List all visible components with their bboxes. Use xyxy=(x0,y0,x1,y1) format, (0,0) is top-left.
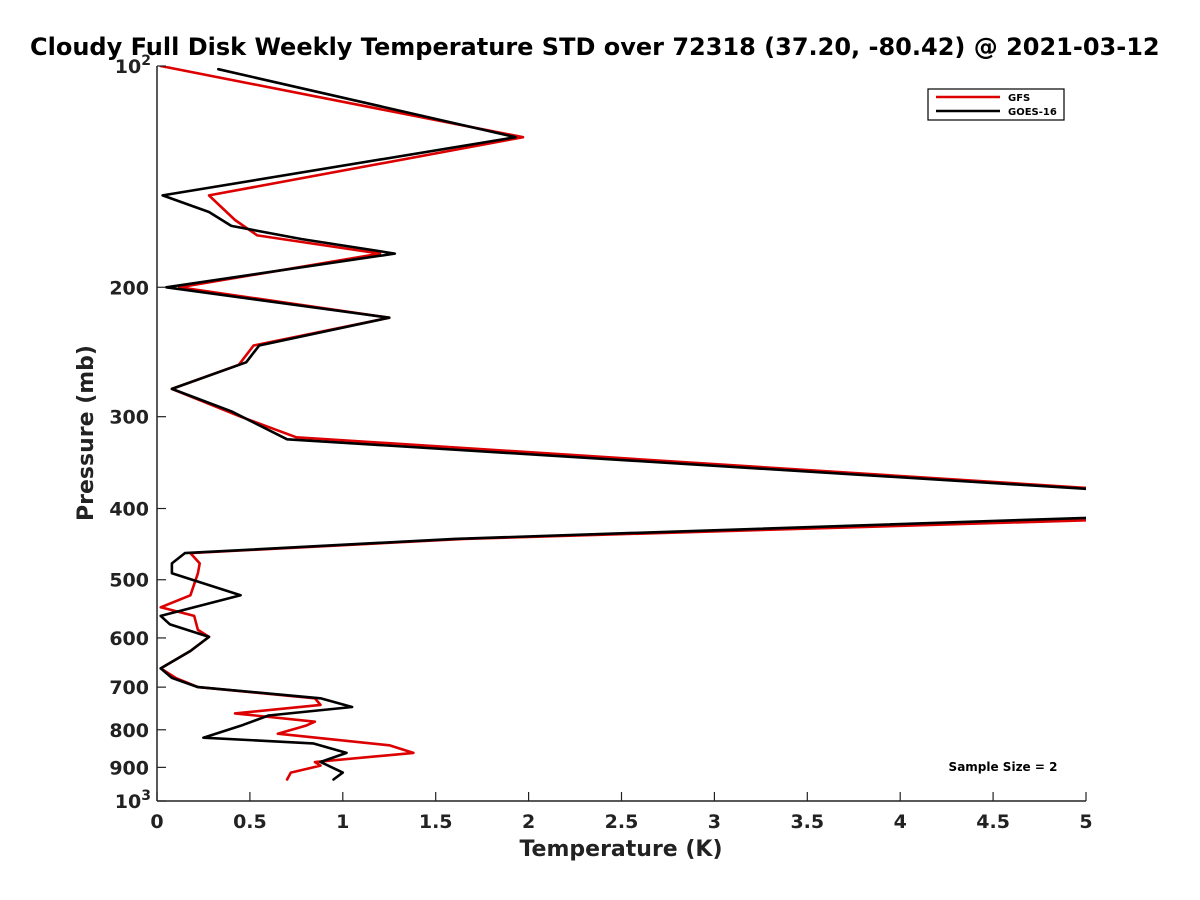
series-layer xyxy=(159,66,1086,781)
y-tick-label: 900 xyxy=(109,757,149,779)
x-tick-label: 1.5 xyxy=(419,811,453,833)
x-tick-label: 1 xyxy=(336,811,349,833)
y-tick-label: 200 xyxy=(109,277,149,299)
legend-label-goes16: GOES-16 xyxy=(1008,107,1057,118)
chart-title: Cloudy Full Disk Weekly Temperature STD … xyxy=(30,33,1160,61)
x-axis-label: Temperature (K) xyxy=(519,837,722,862)
x-tick-label: 0 xyxy=(150,811,163,833)
legend-box xyxy=(927,88,1065,121)
axes-layer: 0 0.5 1 1.5 2 2.5 3 3.5 4 4.5 5 102 200 300 400 500 600 7… xyxy=(109,53,1092,833)
x-tick-label: 3 xyxy=(708,811,721,833)
x-tick-label: 2 xyxy=(522,811,535,833)
y-axis-label: Pressure (mb) xyxy=(74,345,99,521)
x-tick-label: 3.5 xyxy=(790,811,824,833)
x-tick-label: 4.5 xyxy=(976,811,1010,833)
y-tick-label: 600 xyxy=(109,628,149,650)
y-tick-label: 103 xyxy=(115,788,151,813)
y-tick-label: 300 xyxy=(109,407,149,429)
y-tick-label: 700 xyxy=(109,677,149,699)
y-tick-label: 102 xyxy=(115,53,151,78)
x-tick-label: 2.5 xyxy=(605,811,639,833)
legend-label-gfs: GFS xyxy=(1008,93,1030,104)
y-tick-label: 500 xyxy=(109,570,149,592)
series-line-goes16 xyxy=(159,67,1086,781)
x-tick-label: 4 xyxy=(894,811,907,833)
x-tick-label: 5 xyxy=(1079,811,1092,833)
y-tick-label: 400 xyxy=(109,499,149,521)
y-tick-label: 800 xyxy=(109,720,149,742)
x-tick-label: 0.5 xyxy=(233,811,267,833)
sample-size-annotation: Sample Size = 2 xyxy=(949,760,1058,774)
legend: GFS GOES-16 xyxy=(927,88,1065,121)
text-layer: Cloudy Full Disk Weekly Temperature STD … xyxy=(30,33,1160,862)
